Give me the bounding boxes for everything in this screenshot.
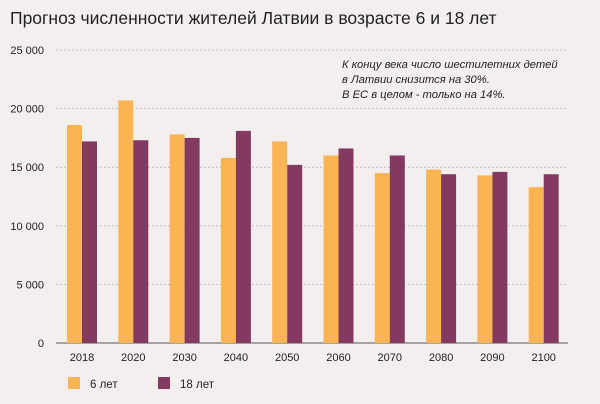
bar-18-лет-2080 xyxy=(441,174,457,343)
legend: 6 лет 18 лет xyxy=(68,377,215,391)
y-tick-label: 0 xyxy=(38,338,44,350)
bar-6-лет-2030 xyxy=(169,134,185,343)
bar-6-лет-2060 xyxy=(323,155,339,343)
bar-18-лет-2090 xyxy=(492,171,508,343)
x-tick-label: 2100 xyxy=(531,352,555,364)
legend-label-6: 6 лет xyxy=(90,379,118,391)
x-tick-label: 2018 xyxy=(70,352,94,364)
bar-18-лет-2018 xyxy=(82,141,97,343)
annotation-line-1: К концу века число шестилетних детей xyxy=(342,59,558,71)
bar-6-лет-2018 xyxy=(67,125,82,344)
bar-6-лет-2090 xyxy=(477,175,493,343)
bar-6-лет-2020 xyxy=(118,100,134,344)
x-tick-label: 2040 xyxy=(224,352,248,364)
bar-18-лет-2100 xyxy=(543,174,559,343)
bar-6-лет-2070 xyxy=(374,173,390,343)
y-tick-label: 10 000 xyxy=(10,221,44,233)
x-tick-label: 2060 xyxy=(326,352,350,364)
x-tick-label: 2080 xyxy=(429,352,453,364)
bar-18-лет-2070 xyxy=(389,155,405,343)
bar-18-лет-2050 xyxy=(287,164,303,343)
bar-6-лет-2100 xyxy=(528,187,544,343)
x-axis-tick-labels: 2018 2020 2030 2040 2050 2060 2070 2080 2090 2100 xyxy=(70,352,556,364)
y-tick-label: 15 000 xyxy=(10,162,44,174)
bars xyxy=(67,100,559,344)
x-tick-label: 2030 xyxy=(172,352,196,364)
bar-18-лет-2030 xyxy=(184,137,200,343)
y-tick-label: 5 000 xyxy=(16,279,44,291)
bar-6-лет-2040 xyxy=(220,157,236,343)
bar-18-лет-2060 xyxy=(338,148,354,343)
legend-swatch-18 xyxy=(158,377,170,389)
bar-6-лет-2080 xyxy=(426,169,442,343)
annotation-line-2: в Латвии снизится на 30%. xyxy=(342,74,490,86)
y-tick-label: 20 000 xyxy=(10,104,44,116)
chart-title: Прогноз численности жителей Латвии в воз… xyxy=(10,8,497,28)
x-tick-label: 2050 xyxy=(275,352,299,364)
annotation-line-3: В ЕС в целом - только на 14%. xyxy=(342,89,506,101)
bar-18-лет-2020 xyxy=(133,140,149,343)
x-tick-label: 2070 xyxy=(378,352,402,364)
y-axis-tick-labels: 0 5 000 10 000 15 000 20 000 25 000 xyxy=(10,45,44,350)
bar-6-лет-2050 xyxy=(272,141,288,343)
legend-label-18: 18 лет xyxy=(180,379,215,391)
y-tick-label: 25 000 xyxy=(10,45,44,57)
bar-18-лет-2040 xyxy=(235,130,251,343)
x-tick-label: 2020 xyxy=(121,352,145,364)
legend-swatch-6 xyxy=(68,377,80,389)
x-tick-label: 2090 xyxy=(480,352,504,364)
annotation: К концу века число шестилетних детей в Л… xyxy=(342,59,558,101)
